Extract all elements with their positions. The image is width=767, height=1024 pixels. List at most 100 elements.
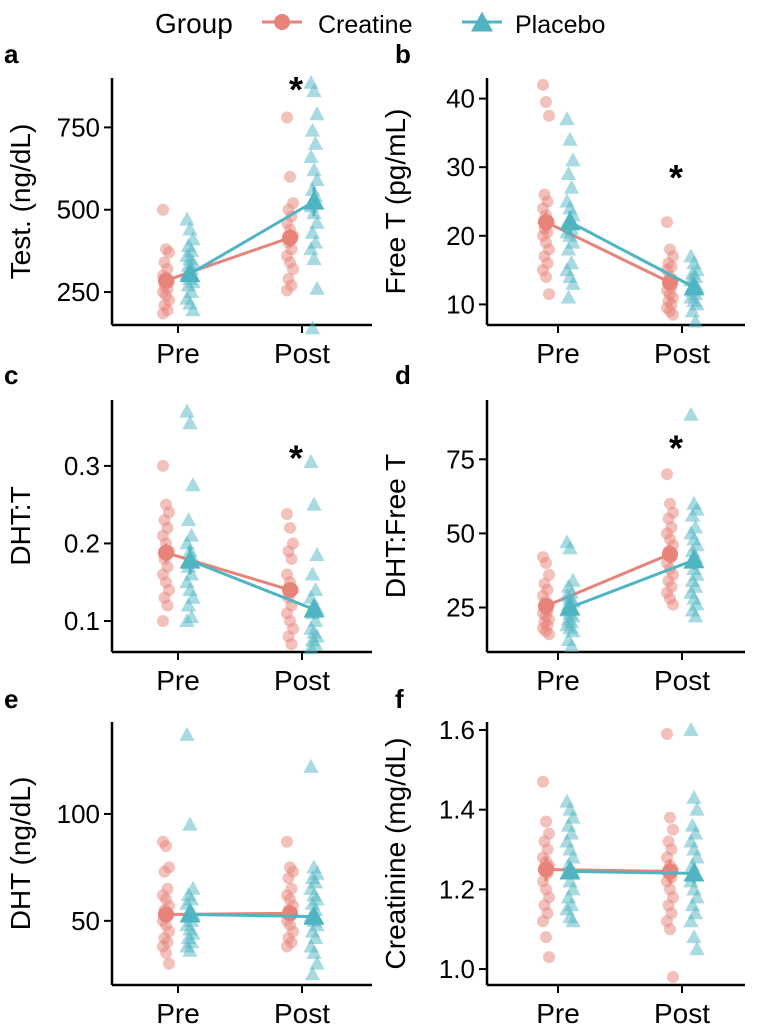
data-point-creatine: [157, 459, 169, 472]
mean-marker-placebo: [179, 263, 201, 283]
data-point-placebo: [179, 403, 195, 418]
mean-marker-creatine: [158, 544, 174, 561]
x-tick-label: Pre: [536, 338, 580, 369]
data-point-placebo: [303, 640, 319, 655]
data-point-creatine: [540, 557, 552, 570]
y-axis-label: Free T (pg/mL): [380, 109, 411, 295]
data-point-placebo: [309, 106, 325, 121]
mean-marker-creatine: [538, 214, 554, 231]
mean-marker-creatine: [538, 598, 554, 615]
data-point-creatine: [543, 951, 555, 964]
series-placebo: [559, 721, 705, 956]
data-point-creatine: [543, 568, 555, 581]
data-point-creatine: [157, 307, 169, 320]
series-creatine: [537, 468, 679, 641]
data-point-placebo: [182, 816, 198, 831]
data-point-creatine: [667, 598, 679, 611]
y-tick-label: 30: [446, 152, 475, 182]
data-point-placebo: [304, 122, 321, 137]
y-tick-label: 75: [446, 444, 475, 474]
data-point-placebo: [303, 758, 319, 773]
data-point-placebo: [563, 179, 580, 194]
data-point-creatine: [284, 170, 296, 183]
data-point-placebo: [559, 793, 575, 808]
panel-letter-a: a: [4, 39, 19, 69]
data-point-creatine: [285, 638, 298, 651]
data-point-placebo: [185, 302, 201, 317]
mean-marker-placebo: [303, 905, 325, 925]
x-tick-label: Pre: [156, 665, 200, 696]
y-axis-label: DHT:T: [5, 486, 36, 565]
series-creatine: [537, 727, 679, 984]
data-point-placebo: [560, 166, 577, 181]
y-tick-label: 0.1: [64, 606, 100, 636]
data-point-creatine: [543, 288, 555, 301]
y-tick-label: 0.3: [64, 451, 100, 481]
series-creatine: [157, 459, 299, 651]
panels: 250 500 750 Pre Post Test. (ng/dL) * 10 20 30 40 Pr…: [5, 69, 745, 1024]
y-tick-label: 500: [57, 195, 100, 225]
data-point-creatine: [543, 628, 555, 641]
mean-marker-creatine: [662, 863, 678, 880]
data-point-creatine: [661, 727, 673, 740]
data-point-creatine: [540, 270, 552, 283]
mean-marker-creatine: [662, 546, 678, 563]
data-point-creatine: [161, 599, 174, 612]
y-tick-label: 10: [446, 289, 475, 319]
data-point-placebo: [182, 221, 198, 236]
data-point-creatine: [284, 521, 296, 534]
y-tick-label: 0.2: [64, 528, 100, 558]
y-tick-label: 250: [57, 277, 100, 307]
data-point-creatine: [543, 109, 555, 122]
data-point-placebo: [565, 913, 581, 928]
data-point-placebo: [303, 241, 319, 256]
y-tick-label: 1.2: [439, 874, 475, 904]
data-point-placebo: [185, 477, 201, 492]
panel-a: 250 500 750 Pre Post Test. (ng/dL) *: [5, 69, 372, 369]
series-creatine: [157, 111, 299, 320]
data-point-creatine: [281, 835, 293, 848]
data-point-placebo: [304, 320, 321, 335]
mean-marker-creatine: [282, 905, 298, 922]
x-tick-label: Post: [654, 665, 710, 696]
x-tick-label: Post: [274, 665, 330, 696]
series-placebo: [179, 74, 325, 335]
x-tick-label: Pre: [156, 998, 200, 1024]
data-point-placebo: [309, 172, 325, 187]
data-point-creatine: [537, 78, 549, 91]
x-tick-label: Post: [654, 998, 710, 1024]
data-point-creatine: [160, 840, 172, 853]
data-point-placebo: [179, 726, 195, 741]
data-point-creatine: [537, 915, 549, 928]
panel-f: 1.0 1.2 1.4 1.6 Pre Post Creatinine (mg/dL): [380, 715, 745, 1024]
data-point-creatine: [540, 815, 552, 828]
legend-placebo-label: Placebo: [515, 11, 605, 39]
series-placebo: [179, 403, 325, 655]
data-point-creatine: [282, 872, 295, 885]
panel-e: 50 100 Pre Post DHT (ng/dL): [5, 722, 372, 1024]
y-tick-label: 750: [57, 112, 100, 142]
data-point-placebo: [565, 152, 581, 167]
y-tick-label: 1.6: [439, 715, 475, 745]
y-tick-label: 1.0: [439, 954, 475, 984]
data-point-placebo: [683, 721, 699, 736]
data-point-placebo: [562, 540, 578, 555]
data-point-creatine: [661, 216, 673, 229]
data-point-placebo: [563, 638, 580, 653]
data-point-placebo: [684, 817, 701, 832]
data-point-creatine: [281, 507, 293, 520]
y-axis-label: DHT:Free T: [380, 454, 411, 598]
y-tick-label: 50: [446, 518, 475, 548]
data-point-placebo: [309, 214, 325, 229]
data-point-placebo: [560, 241, 577, 256]
significance-asterisk: *: [289, 437, 303, 478]
panel-letter-e: e: [4, 684, 18, 714]
data-point-creatine: [664, 923, 676, 936]
data-point-placebo: [304, 566, 321, 581]
mean-marker-placebo: [683, 862, 705, 882]
panel-letter-c: c: [4, 360, 18, 390]
data-point-placebo: [304, 224, 321, 239]
data-point-placebo: [306, 496, 322, 511]
significance-asterisk: *: [669, 157, 683, 198]
panel-letter-d: d: [395, 360, 411, 390]
